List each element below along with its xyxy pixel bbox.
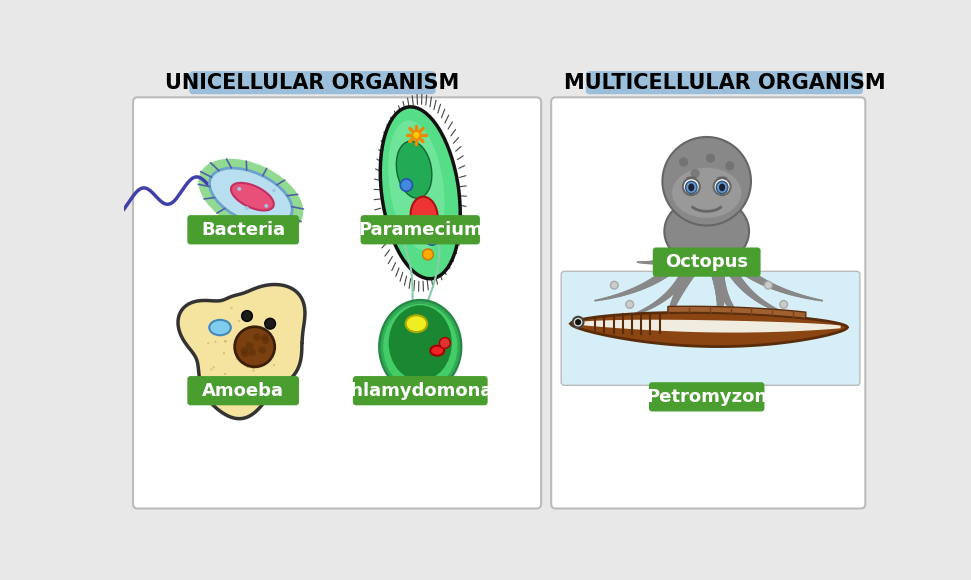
Circle shape <box>264 204 268 208</box>
Circle shape <box>262 336 269 345</box>
FancyBboxPatch shape <box>133 97 541 509</box>
Polygon shape <box>178 285 305 419</box>
Circle shape <box>215 340 217 343</box>
Ellipse shape <box>396 141 432 198</box>
Circle shape <box>611 281 619 289</box>
FancyBboxPatch shape <box>561 271 860 385</box>
Circle shape <box>679 157 688 166</box>
Circle shape <box>422 249 433 260</box>
Ellipse shape <box>714 178 730 195</box>
Circle shape <box>230 307 233 309</box>
Text: Octopus: Octopus <box>665 253 749 271</box>
Circle shape <box>252 369 254 372</box>
Circle shape <box>224 340 227 343</box>
Text: MULTICELLULAR ORGANISM: MULTICELLULAR ORGANISM <box>563 72 886 93</box>
FancyBboxPatch shape <box>189 71 436 94</box>
Circle shape <box>249 348 256 356</box>
Ellipse shape <box>210 168 292 225</box>
Text: UNICELLULAR ORGANISM: UNICELLULAR ORGANISM <box>165 72 459 93</box>
Circle shape <box>725 161 734 171</box>
Circle shape <box>706 154 716 163</box>
Ellipse shape <box>717 181 728 194</box>
Ellipse shape <box>388 305 452 380</box>
Circle shape <box>719 324 726 331</box>
FancyBboxPatch shape <box>653 248 760 277</box>
Circle shape <box>219 329 222 332</box>
Ellipse shape <box>210 320 231 335</box>
Circle shape <box>687 324 695 331</box>
Circle shape <box>224 340 226 342</box>
Circle shape <box>626 300 633 309</box>
Ellipse shape <box>688 183 694 191</box>
Circle shape <box>263 334 266 336</box>
FancyBboxPatch shape <box>586 71 863 94</box>
FancyBboxPatch shape <box>360 215 480 244</box>
Polygon shape <box>570 313 848 347</box>
Circle shape <box>764 281 772 289</box>
Circle shape <box>425 233 438 245</box>
Circle shape <box>251 367 254 369</box>
Polygon shape <box>578 320 841 332</box>
FancyBboxPatch shape <box>552 97 865 509</box>
Ellipse shape <box>662 137 751 226</box>
Circle shape <box>224 373 226 375</box>
Circle shape <box>259 346 261 349</box>
Ellipse shape <box>683 178 700 195</box>
Ellipse shape <box>664 197 749 266</box>
Circle shape <box>690 169 700 178</box>
FancyBboxPatch shape <box>649 382 764 411</box>
Circle shape <box>236 358 238 360</box>
Circle shape <box>245 206 249 210</box>
Circle shape <box>272 188 276 193</box>
Ellipse shape <box>686 181 697 194</box>
Circle shape <box>251 377 252 379</box>
Circle shape <box>760 316 768 324</box>
Ellipse shape <box>388 120 445 250</box>
Ellipse shape <box>672 168 741 218</box>
Circle shape <box>440 338 451 349</box>
Circle shape <box>413 131 420 139</box>
Circle shape <box>213 366 215 368</box>
Ellipse shape <box>411 197 438 235</box>
Circle shape <box>210 368 213 371</box>
Circle shape <box>241 347 248 355</box>
Text: Paramecium: Paramecium <box>358 221 483 239</box>
Circle shape <box>242 350 249 358</box>
Circle shape <box>261 334 269 342</box>
Circle shape <box>645 316 653 324</box>
Ellipse shape <box>381 107 460 279</box>
Ellipse shape <box>406 316 427 332</box>
Circle shape <box>251 326 253 328</box>
Ellipse shape <box>231 183 274 211</box>
Ellipse shape <box>198 159 303 234</box>
Circle shape <box>207 342 210 345</box>
Circle shape <box>258 346 266 354</box>
Circle shape <box>247 366 249 368</box>
Polygon shape <box>668 306 806 318</box>
Circle shape <box>265 318 276 329</box>
Circle shape <box>222 352 225 354</box>
Circle shape <box>253 333 261 341</box>
Circle shape <box>235 327 275 367</box>
Circle shape <box>400 179 413 191</box>
FancyBboxPatch shape <box>187 215 299 244</box>
Circle shape <box>238 320 240 322</box>
Circle shape <box>246 342 253 350</box>
Ellipse shape <box>430 346 444 356</box>
Circle shape <box>575 319 582 325</box>
Text: Petromyzon: Petromyzon <box>646 388 767 406</box>
Circle shape <box>573 317 584 328</box>
Text: Bacteria: Bacteria <box>201 221 285 239</box>
Text: Chlamydomonas: Chlamydomonas <box>337 382 503 400</box>
Ellipse shape <box>719 183 725 191</box>
Circle shape <box>237 187 241 191</box>
Circle shape <box>242 311 252 321</box>
FancyBboxPatch shape <box>352 376 487 405</box>
FancyBboxPatch shape <box>187 376 299 405</box>
Circle shape <box>273 364 275 366</box>
Ellipse shape <box>380 300 460 393</box>
Circle shape <box>780 300 787 309</box>
Text: Amoeba: Amoeba <box>202 382 285 400</box>
